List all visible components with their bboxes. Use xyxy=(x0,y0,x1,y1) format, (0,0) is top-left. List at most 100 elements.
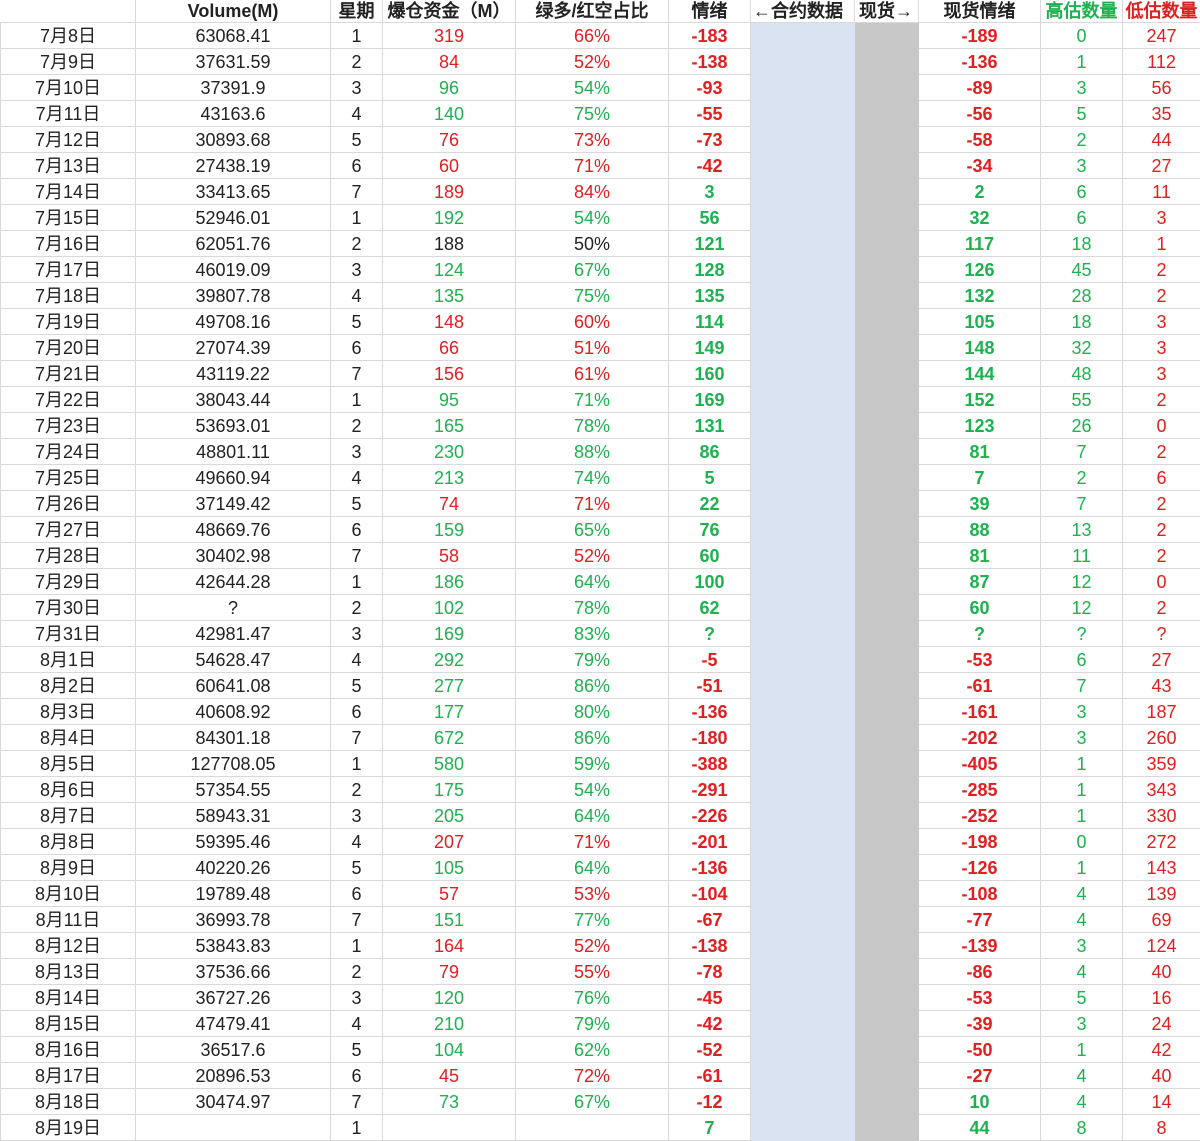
sentiment-cell[interactable]: 62 xyxy=(669,595,751,621)
low-count-cell[interactable]: 2 xyxy=(1123,595,1200,621)
date-cell[interactable]: 8月6日 xyxy=(1,777,136,803)
spot-sentiment-cell[interactable]: 39 xyxy=(919,491,1041,517)
date-cell[interactable]: 8月2日 xyxy=(1,673,136,699)
volume-cell[interactable]: 37536.66 xyxy=(136,959,331,985)
header-sentiment[interactable]: 情绪 xyxy=(669,0,751,23)
sentiment-cell[interactable]: 22 xyxy=(669,491,751,517)
liquidation-cell[interactable]: 79 xyxy=(383,959,516,985)
sentiment-cell[interactable]: -78 xyxy=(669,959,751,985)
high-count-cell[interactable]: 6 xyxy=(1041,179,1123,205)
date-cell[interactable]: 7月12日 xyxy=(1,127,136,153)
spot-band-cell[interactable] xyxy=(855,1011,919,1037)
spot-band-cell[interactable] xyxy=(855,49,919,75)
high-count-cell[interactable]: 12 xyxy=(1041,595,1123,621)
liquidation-cell[interactable]: 188 xyxy=(383,231,516,257)
volume-cell[interactable]: 57354.55 xyxy=(136,777,331,803)
liquidation-cell[interactable]: 164 xyxy=(383,933,516,959)
weekday-cell[interactable]: 5 xyxy=(331,855,383,881)
spot-band-cell[interactable] xyxy=(855,465,919,491)
sentiment-cell[interactable]: 128 xyxy=(669,257,751,283)
sentiment-cell[interactable]: -180 xyxy=(669,725,751,751)
sentiment-cell[interactable]: 76 xyxy=(669,517,751,543)
sentiment-cell[interactable]: 114 xyxy=(669,309,751,335)
low-count-cell[interactable]: 24 xyxy=(1123,1011,1200,1037)
liquidation-cell[interactable]: 135 xyxy=(383,283,516,309)
weekday-cell[interactable]: 6 xyxy=(331,1063,383,1089)
spot-band-cell[interactable] xyxy=(855,985,919,1011)
date-cell[interactable]: 8月7日 xyxy=(1,803,136,829)
weekday-cell[interactable]: 4 xyxy=(331,1011,383,1037)
spot-band-cell[interactable] xyxy=(855,803,919,829)
sentiment-cell[interactable]: 160 xyxy=(669,361,751,387)
liquidation-cell[interactable]: 104 xyxy=(383,1037,516,1063)
date-cell[interactable]: 7月29日 xyxy=(1,569,136,595)
liquidation-cell[interactable]: 45 xyxy=(383,1063,516,1089)
volume-cell[interactable]: 48669.76 xyxy=(136,517,331,543)
volume-cell[interactable]: 49708.16 xyxy=(136,309,331,335)
weekday-cell[interactable]: 5 xyxy=(331,127,383,153)
liquidation-cell[interactable]: 76 xyxy=(383,127,516,153)
sentiment-cell[interactable]: 5 xyxy=(669,465,751,491)
volume-cell[interactable]: 49660.94 xyxy=(136,465,331,491)
spot-sentiment-cell[interactable]: 105 xyxy=(919,309,1041,335)
volume-cell[interactable]: 39807.78 xyxy=(136,283,331,309)
volume-cell[interactable]: 38043.44 xyxy=(136,387,331,413)
spot-band-cell[interactable] xyxy=(855,127,919,153)
ratio-cell[interactable]: 75% xyxy=(516,283,669,309)
liquidation-cell[interactable]: 210 xyxy=(383,1011,516,1037)
high-count-cell[interactable]: 6 xyxy=(1041,647,1123,673)
liquidation-cell[interactable]: 177 xyxy=(383,699,516,725)
volume-cell[interactable]: 63068.41 xyxy=(136,23,331,49)
weekday-cell[interactable]: 3 xyxy=(331,985,383,1011)
low-count-cell[interactable]: 43 xyxy=(1123,673,1200,699)
sentiment-cell[interactable]: 56 xyxy=(669,205,751,231)
low-count-cell[interactable]: 112 xyxy=(1123,49,1200,75)
spot-band-cell[interactable] xyxy=(855,777,919,803)
sentiment-cell[interactable]: 60 xyxy=(669,543,751,569)
spot-band-cell[interactable] xyxy=(855,725,919,751)
liquidation-cell[interactable]: 169 xyxy=(383,621,516,647)
sentiment-cell[interactable]: -138 xyxy=(669,49,751,75)
volume-cell[interactable]: 37631.59 xyxy=(136,49,331,75)
contract-band-cell[interactable] xyxy=(751,465,855,491)
contract-band-cell[interactable] xyxy=(751,491,855,517)
date-cell[interactable]: 7月16日 xyxy=(1,231,136,257)
weekday-cell[interactable]: 3 xyxy=(331,75,383,101)
spot-band-cell[interactable] xyxy=(855,439,919,465)
liquidation-cell[interactable]: 124 xyxy=(383,257,516,283)
spot-sentiment-cell[interactable]: 132 xyxy=(919,283,1041,309)
volume-cell[interactable]: 40608.92 xyxy=(136,699,331,725)
liquidation-cell[interactable]: 96 xyxy=(383,75,516,101)
liquidation-cell[interactable]: 205 xyxy=(383,803,516,829)
spot-sentiment-cell[interactable]: 81 xyxy=(919,439,1041,465)
spot-sentiment-cell[interactable]: -108 xyxy=(919,881,1041,907)
volume-cell[interactable]: 84301.18 xyxy=(136,725,331,751)
liquidation-cell[interactable]: 84 xyxy=(383,49,516,75)
weekday-cell[interactable]: 5 xyxy=(331,491,383,517)
ratio-cell[interactable]: 71% xyxy=(516,387,669,413)
volume-cell[interactable]: 47479.41 xyxy=(136,1011,331,1037)
sentiment-cell[interactable]: 7 xyxy=(669,1115,751,1141)
contract-band-cell[interactable] xyxy=(751,673,855,699)
high-count-cell[interactable]: 6 xyxy=(1041,205,1123,231)
date-cell[interactable]: 7月27日 xyxy=(1,517,136,543)
ratio-cell[interactable]: 64% xyxy=(516,855,669,881)
weekday-cell[interactable]: 5 xyxy=(331,1037,383,1063)
high-count-cell[interactable]: 7 xyxy=(1041,491,1123,517)
ratio-cell[interactable]: 88% xyxy=(516,439,669,465)
spot-band-cell[interactable] xyxy=(855,335,919,361)
spot-sentiment-cell[interactable]: -53 xyxy=(919,647,1041,673)
weekday-cell[interactable]: 4 xyxy=(331,465,383,491)
volume-cell[interactable]: 62051.76 xyxy=(136,231,331,257)
contract-band-cell[interactable] xyxy=(751,1089,855,1115)
volume-cell[interactable]: ? xyxy=(136,595,331,621)
spot-band-cell[interactable] xyxy=(855,231,919,257)
high-count-cell[interactable]: 4 xyxy=(1041,1063,1123,1089)
spot-sentiment-cell[interactable]: -61 xyxy=(919,673,1041,699)
low-count-cell[interactable]: 44 xyxy=(1123,127,1200,153)
liquidation-cell[interactable]: 230 xyxy=(383,439,516,465)
high-count-cell[interactable]: 7 xyxy=(1041,673,1123,699)
weekday-cell[interactable]: 4 xyxy=(331,101,383,127)
volume-cell[interactable]: 30402.98 xyxy=(136,543,331,569)
sentiment-cell[interactable]: -226 xyxy=(669,803,751,829)
